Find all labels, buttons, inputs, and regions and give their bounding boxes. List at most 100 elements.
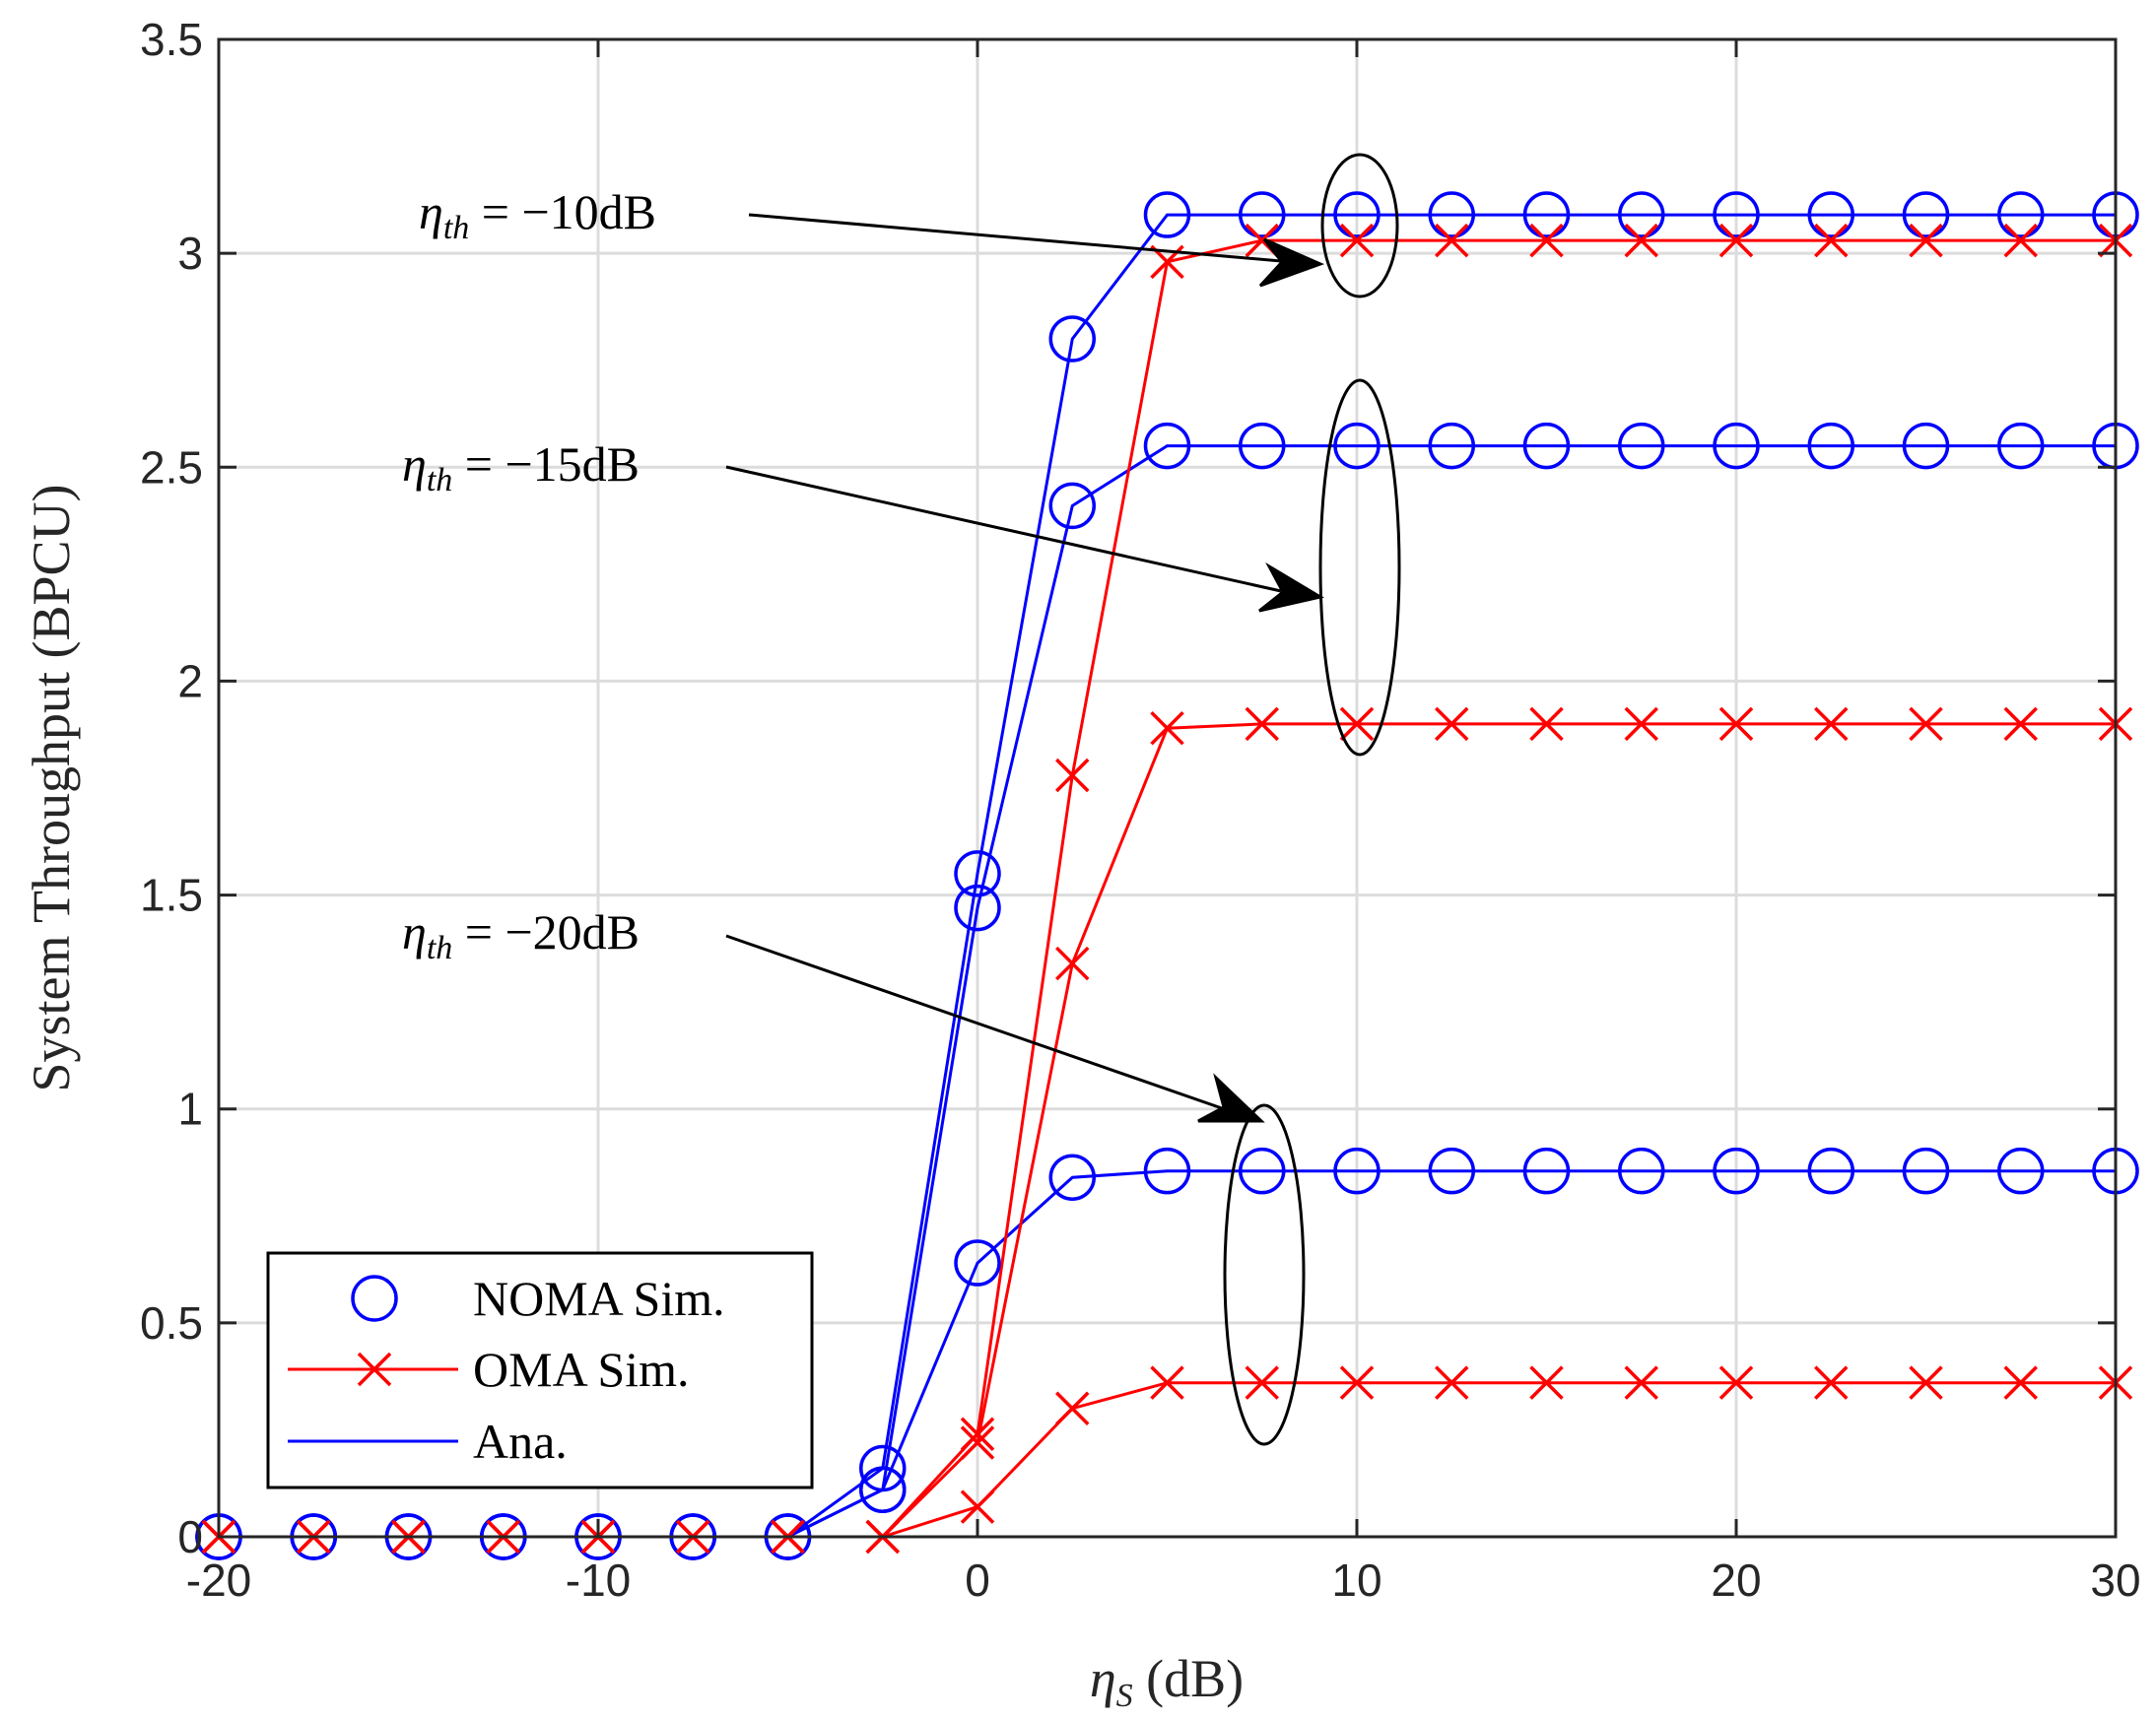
noma-point (1997, 191, 2045, 238)
noma-point (1048, 482, 1096, 530)
oma-point (1624, 706, 1658, 742)
oma-point (1529, 706, 1564, 742)
oma-point (1529, 223, 1564, 258)
noma-point (1807, 191, 1854, 238)
legend-noma-label: NOMA Sim. (473, 1271, 725, 1326)
noma-point (1048, 315, 1096, 363)
noma-point (1143, 1147, 1191, 1195)
oma-point (1150, 710, 1184, 746)
noma-point (1143, 422, 1191, 470)
noma-point (1522, 1147, 1571, 1195)
oma-point (1529, 1365, 1564, 1400)
x-tick-label: 30 (2090, 1555, 2140, 1606)
oma-point (2003, 1365, 2038, 1400)
noma-point (1333, 422, 1381, 470)
noma-point (1522, 191, 1571, 238)
y-axis-label: System Throughput (BPCU) (22, 484, 81, 1092)
noma-point (1522, 422, 1571, 470)
ellipse-20db (1223, 1103, 1306, 1446)
oma-point (1435, 223, 1469, 258)
oma-point (1624, 223, 1658, 258)
y-tick-label: 2.5 (140, 441, 203, 493)
oma-point (1909, 1365, 1943, 1400)
noma-point (1143, 191, 1191, 238)
oma-point (1339, 1365, 1375, 1400)
oma-point (1435, 1365, 1469, 1400)
legend-oma-marker (357, 1352, 392, 1387)
noma-point (1713, 422, 1760, 470)
oma-point (1055, 1391, 1090, 1425)
oma-point (1909, 223, 1943, 258)
oma-point (1909, 706, 1943, 742)
ticks: -20 -10 0 10 20 30 0 0.5 1 1.5 2 2.5 3 3.5 (140, 14, 2141, 1606)
arrow-10db-line (748, 213, 1282, 263)
oma-point (1718, 706, 1754, 742)
oma-point (1055, 758, 1090, 793)
noma-line-1 (219, 444, 2116, 1537)
noma-point (1428, 191, 1475, 238)
oma-point (2003, 706, 2038, 742)
noma-point (954, 1239, 1001, 1287)
oma-point (1339, 223, 1375, 258)
noma-point (1902, 422, 1950, 470)
annotation-arrows (725, 213, 1325, 1123)
x-tick-label: -10 (566, 1555, 631, 1606)
oma-point (1245, 1365, 1279, 1400)
noma-point (859, 1444, 907, 1492)
noma-line-2 (219, 1169, 2116, 1537)
oma-point (1435, 706, 1469, 742)
noma-point (1997, 422, 2045, 470)
oma-point (1814, 1365, 1849, 1400)
oma-point (1624, 1365, 1658, 1400)
y-tick-label: 0.5 (140, 1297, 203, 1349)
noma-point (1333, 1147, 1381, 1195)
axes-box (217, 37, 2118, 1539)
noma-point (1618, 191, 1665, 238)
oma-point (2003, 223, 2038, 258)
y-tick-label: 1.5 (140, 870, 203, 921)
legend-noma-marker (351, 1275, 398, 1322)
x-tick-label: 0 (965, 1555, 990, 1606)
noma-point (1239, 191, 1286, 238)
noma-point (1902, 191, 1950, 238)
annotation-20db: ηth = −20dB (402, 904, 640, 966)
oma-point (960, 1425, 995, 1460)
noma-point (954, 850, 1001, 897)
noma-point (1902, 1147, 1950, 1195)
noma-point (859, 1466, 907, 1513)
noma-point (1428, 422, 1475, 470)
oma-point (1150, 1365, 1184, 1400)
oma-point (1055, 946, 1090, 981)
y-tick-label: 1 (177, 1084, 203, 1135)
y-tick-label: 3 (177, 228, 203, 279)
y-tick-label: 3.5 (140, 14, 203, 65)
arrow-20db-head (1197, 1073, 1265, 1123)
noma-point (1807, 1147, 1854, 1195)
y-tick-label: 2 (177, 655, 203, 706)
arrow-10db-head (1258, 237, 1325, 288)
oma-point (1339, 706, 1375, 742)
noma-point (1239, 422, 1286, 470)
oma-point (960, 1417, 995, 1452)
x-axis-label: ηS (dB) (1090, 1649, 1244, 1714)
noma-point (1239, 1147, 1286, 1195)
oma-point (1718, 223, 1754, 258)
noma-point (1428, 1147, 1475, 1195)
arrow-20db-line (725, 934, 1223, 1110)
oma-point (1814, 706, 1849, 742)
oma-point (1718, 1365, 1754, 1400)
noma-point (1618, 422, 1665, 470)
legend-ana-label: Ana. (473, 1414, 568, 1469)
y-tick-label: 0 (177, 1511, 203, 1562)
noma-point (1713, 1147, 1760, 1195)
noma-line-0 (219, 213, 2116, 1537)
noma-point (1997, 1147, 2045, 1195)
noma-point (1048, 1154, 1096, 1201)
noma-point (954, 884, 1001, 932)
x-tick-label: 20 (1711, 1555, 1761, 1606)
arrow-15db-head (1258, 562, 1324, 613)
legend-oma-label: OMA Sim. (473, 1342, 690, 1397)
ellipse-10db (1320, 153, 1399, 298)
oma-point (1245, 706, 1279, 742)
